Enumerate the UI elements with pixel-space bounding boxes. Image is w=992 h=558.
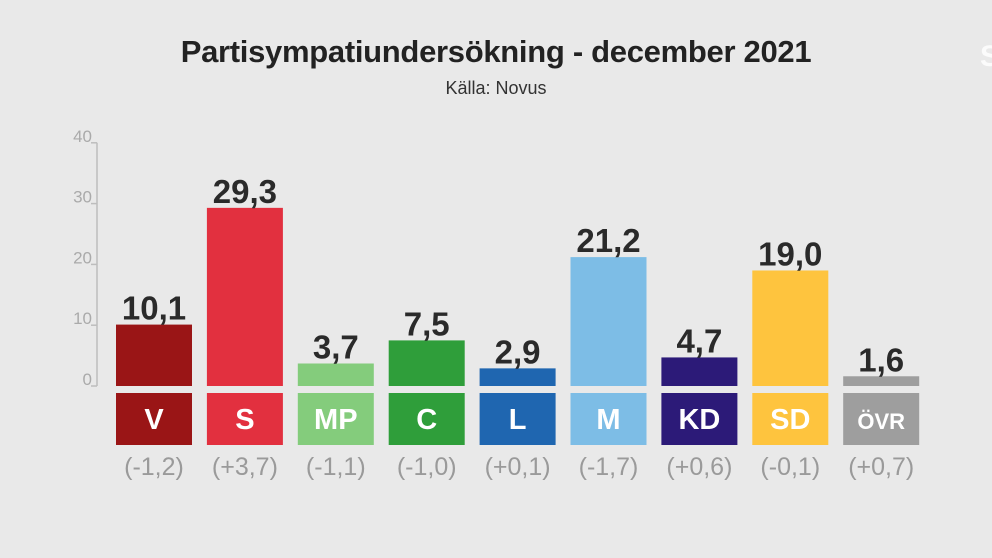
value-label: 19,0 — [758, 235, 822, 272]
party-box-kd — [661, 393, 738, 445]
change-label: (+3,7) — [212, 453, 278, 481]
value-label: 10,1 — [122, 290, 186, 327]
bar-l — [479, 368, 556, 386]
bar-s — [206, 207, 283, 386]
chart-title: Partisympatiundersökning - december 2021 — [180, 34, 812, 69]
y-tick-label: 10 — [73, 309, 92, 328]
party-box-övr — [843, 393, 920, 445]
value-label: 29,3 — [213, 173, 277, 210]
y-tick-label: 0 — [83, 370, 92, 389]
party-box-l — [479, 393, 556, 445]
broadcaster-logo: S — [979, 40, 992, 73]
party-label: ÖVR — [857, 409, 905, 434]
bar-sd — [752, 270, 829, 386]
value-label: 4,7 — [676, 322, 722, 359]
party-label: SD — [770, 404, 810, 436]
bar-övr — [843, 376, 920, 386]
party-box-v — [116, 393, 192, 445]
value-label: 7,5 — [404, 305, 450, 342]
party-box-s — [206, 393, 283, 445]
party-label: C — [416, 404, 437, 436]
value-label: 3,7 — [313, 329, 359, 366]
y-tick-label: 40 — [73, 127, 92, 146]
party-box-c — [388, 393, 465, 445]
change-label: (-1,7) — [579, 453, 639, 481]
party-box-m — [570, 393, 647, 445]
party-label: MP — [314, 404, 358, 436]
bar-kd — [661, 357, 738, 386]
party-box-sd — [752, 393, 829, 445]
value-label: 2,9 — [495, 333, 541, 370]
party-label: L — [509, 404, 527, 436]
party-label: S — [235, 404, 254, 436]
change-label: (-1,0) — [397, 453, 457, 481]
change-label: (+0,1) — [485, 453, 551, 481]
change-label: (-1,1) — [306, 453, 366, 481]
y-tick-label: 20 — [73, 248, 92, 267]
y-tick-label: 30 — [73, 188, 92, 207]
change-label: (+0,6) — [666, 453, 732, 481]
bar-v — [116, 324, 192, 386]
chart-source: Källa: Novus — [445, 78, 547, 98]
value-label: 1,6 — [858, 341, 904, 378]
change-label: (+0,7) — [848, 453, 914, 481]
bar-c — [388, 340, 465, 386]
bar-m — [570, 257, 647, 386]
change-label: (-1,2) — [124, 453, 184, 481]
party-box-mp — [297, 393, 374, 445]
party-label: M — [596, 404, 620, 436]
value-label: 21,2 — [576, 222, 640, 259]
change-label: (-0,1) — [760, 453, 820, 481]
party-label: V — [144, 404, 164, 436]
party-label: KD — [678, 404, 720, 436]
bar-mp — [297, 363, 374, 386]
